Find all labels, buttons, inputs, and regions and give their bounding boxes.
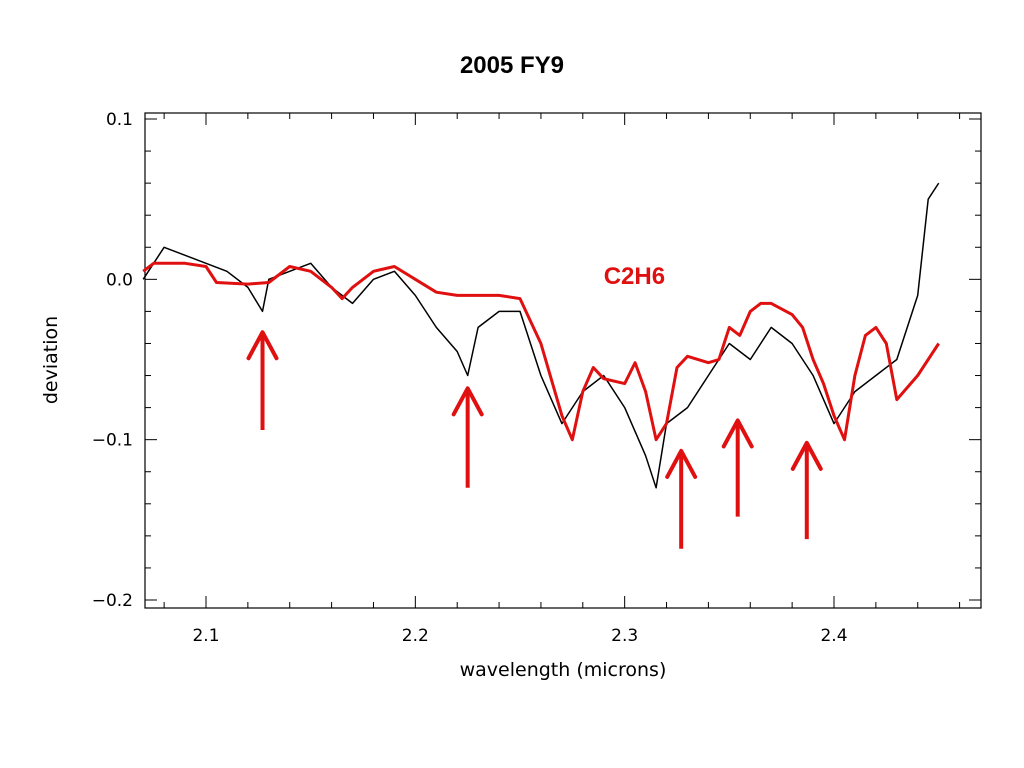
- x-tick-label: 2.3: [611, 626, 638, 646]
- marker-arrow-head: [246, 330, 279, 361]
- series-layer: [142, 182, 940, 489]
- plot-frame: [144, 112, 982, 609]
- x-tick-label: 2.4: [820, 626, 847, 646]
- y-tick-label: 0.1: [106, 110, 133, 130]
- arrow-layer: [246, 330, 823, 549]
- marker-arrow-head: [451, 386, 484, 417]
- marker-arrow: [665, 448, 698, 549]
- marker-arrow: [451, 386, 484, 488]
- y-tick-label: −0.2: [92, 591, 133, 611]
- marker-arrow: [790, 440, 823, 540]
- x-tick-label: 2.2: [402, 626, 429, 646]
- annotation-label: C2H6: [604, 263, 665, 290]
- axis-ticks: [145, 113, 981, 608]
- marker-arrow: [721, 418, 754, 517]
- model-fit-line: [142, 261, 940, 442]
- marker-arrow: [246, 330, 279, 431]
- x-tick-label: 2.1: [192, 626, 219, 646]
- marker-arrow-head: [721, 418, 754, 449]
- y-tick-label: −0.1: [92, 431, 133, 451]
- x-axis-label: wavelength (microns): [460, 659, 667, 681]
- y-axis-label: deviation: [40, 316, 62, 404]
- chart-title: 2005 FY9: [459, 52, 565, 79]
- y-tick-label: 0.0: [106, 270, 133, 290]
- marker-arrow-head: [790, 440, 823, 471]
- spectrum-line: [142, 182, 940, 489]
- marker-arrow-head: [665, 448, 698, 479]
- label-layer: 2.1 2.2 2.3 2.4 0.1 0.0 −0.1 −0.2 C2H6: [92, 110, 848, 646]
